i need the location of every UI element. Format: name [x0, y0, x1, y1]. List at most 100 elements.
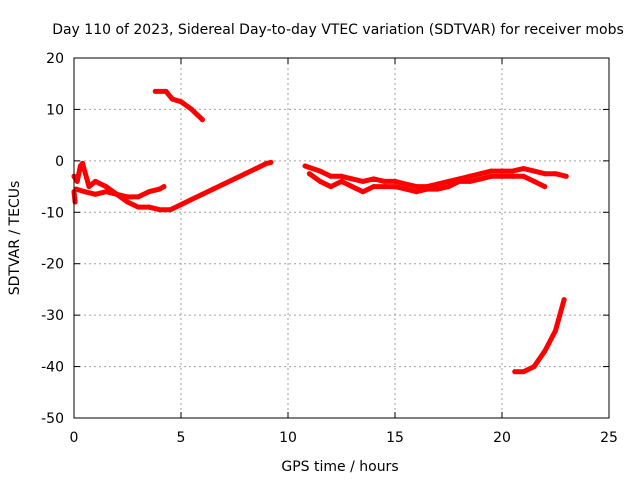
- data-point: [371, 184, 377, 190]
- data-point: [392, 184, 398, 190]
- axes: 0 5 10 15 20 25 -50 -40 -30 -20 -10 0 10 20: [41, 51, 618, 446]
- data-point: [339, 178, 344, 184]
- data-point: [381, 178, 387, 184]
- data-point: [232, 176, 237, 182]
- data-point: [446, 184, 451, 190]
- series-segment-1-branch: [73, 184, 167, 200]
- data-point: [146, 204, 152, 210]
- data-point: [163, 88, 169, 94]
- data-point: [199, 117, 205, 123]
- data-point: [178, 99, 184, 105]
- data-point: [167, 207, 173, 213]
- data-point: [80, 160, 86, 166]
- data-point: [413, 184, 419, 190]
- plot-frame: [73, 57, 610, 419]
- data-point: [221, 181, 227, 187]
- data-point: [488, 173, 494, 179]
- y-tick-label: 0: [55, 154, 64, 170]
- data-point: [317, 168, 323, 174]
- plot-area: [71, 88, 569, 375]
- data-point: [210, 186, 216, 192]
- data-point: [499, 168, 505, 174]
- data-point: [542, 184, 548, 190]
- data-point: [152, 88, 158, 94]
- data-point: [360, 178, 366, 184]
- data-point: [92, 178, 98, 184]
- data-point: [520, 173, 526, 179]
- y-axis-label: SDTVAR / TECUs: [7, 181, 23, 296]
- x-tick-label: 15: [386, 430, 404, 446]
- data-point: [157, 186, 163, 192]
- data-point: [424, 186, 430, 192]
- data-point: [510, 168, 516, 174]
- data-point: [467, 173, 473, 179]
- data-point: [488, 168, 494, 174]
- data-point: [328, 184, 334, 190]
- data-point: [360, 189, 366, 195]
- data-point: [339, 173, 344, 179]
- data-point: [146, 189, 152, 195]
- grid: [74, 58, 609, 418]
- data-point: [178, 202, 184, 208]
- data-point: [199, 191, 205, 197]
- data-point: [499, 173, 505, 179]
- data-point: [531, 178, 537, 184]
- data-point: [512, 369, 518, 375]
- data-point: [467, 178, 473, 184]
- data-point: [86, 184, 92, 190]
- x-tick-label: 20: [493, 430, 511, 446]
- data-point: [403, 186, 409, 192]
- data-point: [381, 184, 387, 190]
- data-point: [553, 171, 558, 177]
- data-point: [403, 181, 409, 187]
- data-point: [82, 168, 88, 174]
- data-point: [413, 189, 419, 195]
- y-tick-label: -40: [41, 360, 64, 376]
- x-tick-label: 5: [177, 430, 186, 446]
- data-point: [242, 171, 248, 177]
- y-tick-label: -50: [41, 411, 64, 427]
- data-point: [446, 178, 451, 184]
- data-point: [435, 181, 441, 187]
- data-point: [103, 184, 109, 190]
- y-tick-label: 20: [46, 51, 64, 67]
- data-point: [253, 166, 259, 172]
- data-point: [553, 328, 558, 334]
- data-point: [563, 173, 569, 179]
- data-point: [189, 106, 195, 112]
- data-point: [531, 168, 537, 174]
- data-point: [349, 176, 355, 182]
- data-point: [561, 297, 567, 303]
- y-tick-label: -20: [41, 257, 64, 273]
- y-tick-label: -30: [41, 308, 64, 324]
- data-point: [435, 186, 441, 192]
- data-point: [520, 166, 526, 172]
- data-point: [264, 160, 270, 166]
- data-point: [189, 196, 195, 202]
- data-point: [135, 204, 141, 210]
- y-tick-label: -10: [41, 205, 64, 221]
- data-point: [520, 369, 526, 375]
- data-point: [157, 207, 163, 213]
- x-tick-label: 0: [70, 430, 79, 446]
- data-point: [317, 178, 323, 184]
- data-point: [92, 191, 98, 197]
- x-axis-label: GPS time / hours: [281, 459, 398, 475]
- data-point: [169, 96, 175, 102]
- data-point: [82, 189, 88, 195]
- data-point: [114, 191, 120, 197]
- data-point: [72, 199, 78, 205]
- data-point: [302, 163, 308, 169]
- data-point: [74, 178, 80, 184]
- data-point: [328, 173, 334, 179]
- data-point: [542, 348, 548, 354]
- data-point: [510, 173, 516, 179]
- data-point: [349, 184, 355, 190]
- data-point: [542, 171, 548, 177]
- x-tick-label: 25: [600, 430, 618, 446]
- data-point: [125, 194, 130, 200]
- y-tick-label: 10: [46, 102, 64, 118]
- data-point: [135, 194, 141, 200]
